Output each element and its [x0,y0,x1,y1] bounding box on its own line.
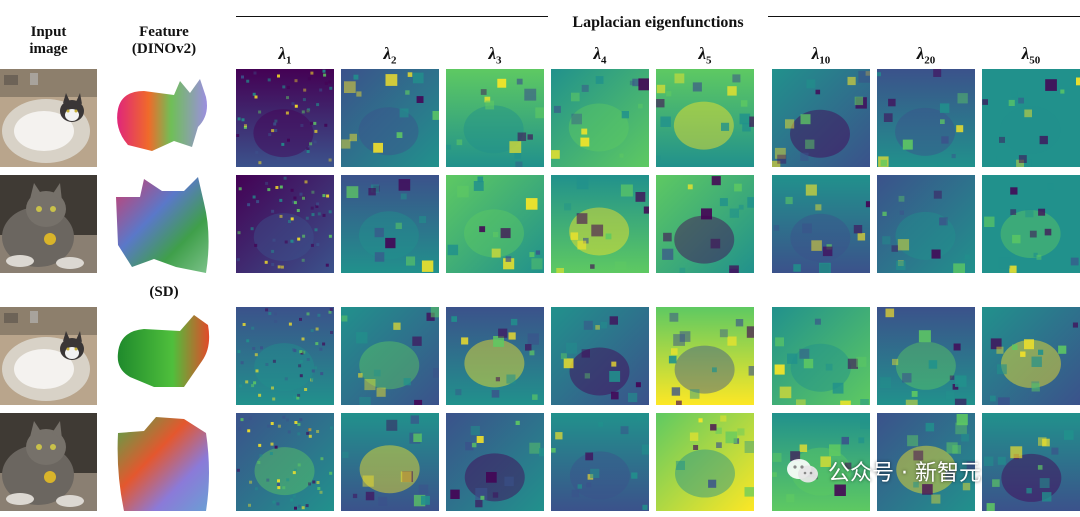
eigenfunction-map-r3-lambda10 [772,307,870,405]
laplacian-title: Laplacian eigenfunctions [572,14,744,31]
eigenfunction-map-r3-lambda3 [446,307,544,405]
eigenfunction-map-r2-lambda2 [341,175,439,273]
eigenfunction-map-r4-lambda5 [656,413,754,511]
eigenfunction-map-r3-lambda1 [236,307,334,405]
cat-with-tag-photo [0,413,97,511]
eigenfunction-map-r3-lambda20 [877,307,975,405]
eigenfunction-map-r3-lambda4 [551,307,649,405]
eigenfunction-map-r1-lambda5 [656,69,754,167]
eigenfunction-map-r2-lambda10 [772,175,870,273]
eigenfunction-map-r2-lambda20 [877,175,975,273]
eigenfunction-map-r1-lambda3 [446,69,544,167]
eigenfunction-map-r4-lambda50 [982,413,1080,511]
eigenfunction-map-r1-lambda1 [236,69,334,167]
lambda-header-20: λ20 [916,44,936,67]
sd-feature-map [114,307,214,405]
dinov2-feature-map [114,69,214,167]
sd-feature-map [114,413,214,511]
eigenfunction-map-r2-lambda4 [551,175,649,273]
eigenfunction-map-r4-lambda2 [341,413,439,511]
eigenfunction-map-r3-lambda5 [656,307,754,405]
lambda-header-3: λ3 [488,44,502,67]
eigenfunction-map-r2-lambda5 [656,175,754,273]
watermark: 公众号 · 新智元 [786,455,981,487]
eigenfunction-map-r3-lambda2 [341,307,439,405]
cat-in-sink-photo [0,69,97,167]
input-image-header: Input image [29,24,68,57]
header-rule-right [768,16,1080,17]
eigenfunction-map-r4-lambda1 [236,413,334,511]
eigenfunction-map-r1-lambda20 [877,69,975,167]
header-rule-left [236,16,548,17]
lambda-header-1: λ1 [278,44,292,67]
feature-header: Feature (DINOv2) [131,24,197,57]
eigenfunction-map-r3-lambda50 [982,307,1080,405]
sd-label: (SD) [149,284,179,300]
wechat-icon [787,459,818,483]
eigenfunction-map-r1-lambda10 [772,69,870,167]
eigenfunction-map-r4-lambda4 [551,413,649,511]
eigenfunction-map-r4-lambda10 [772,413,870,511]
lambda-header-50: λ50 [1021,44,1041,67]
lambda-header-2: λ2 [383,44,397,67]
eigenfunction-map-r2-lambda50 [982,175,1080,273]
cat-with-tag-photo [0,175,97,273]
eigenfunction-map-r2-lambda1 [236,175,334,273]
eigenfunction-map-r1-lambda4 [551,69,649,167]
lambda-header-5: λ5 [698,44,712,67]
eigenfunction-map-r2-lambda3 [446,175,544,273]
eigenfunction-map-r4-lambda20 [877,413,975,511]
eigenfunction-map-r1-lambda2 [341,69,439,167]
eigenfunction-map-r1-lambda50 [982,69,1080,167]
lambda-header-4: λ4 [593,44,607,67]
cat-in-sink-photo [0,307,97,405]
lambda-header-10: λ10 [811,44,831,67]
watermark-text: 公众号 · 新智元 [828,461,981,486]
dinov2-feature-map [114,175,214,273]
eigenfunction-map-r4-lambda3 [446,413,544,511]
